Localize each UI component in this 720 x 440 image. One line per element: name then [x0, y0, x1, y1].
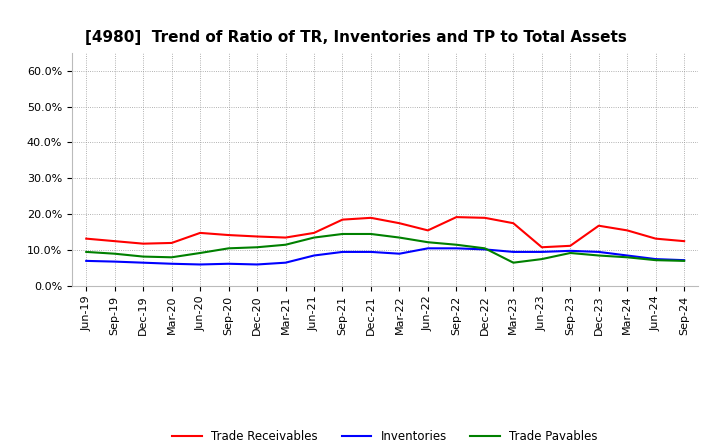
Trade Payables — [680, 258, 688, 264]
Trade Receivables — [480, 215, 489, 220]
Trade Receivables — [595, 223, 603, 228]
Trade Payables — [395, 235, 404, 240]
Trade Payables — [310, 235, 318, 240]
Inventories — [680, 257, 688, 263]
Trade Receivables — [423, 228, 432, 233]
Trade Receivables — [310, 230, 318, 235]
Text: [4980]  Trend of Ratio of TR, Inventories and TP to Total Assets: [4980] Trend of Ratio of TR, Inventories… — [84, 29, 626, 45]
Inventories — [566, 248, 575, 253]
Trade Payables — [366, 231, 375, 237]
Trade Payables — [82, 249, 91, 255]
Inventories — [537, 249, 546, 255]
Trade Receivables — [652, 236, 660, 241]
Trade Payables — [225, 246, 233, 251]
Inventories — [452, 246, 461, 251]
Inventories — [282, 260, 290, 265]
Trade Payables — [253, 245, 261, 250]
Trade Payables — [139, 254, 148, 259]
Inventories — [623, 253, 631, 258]
Inventories — [225, 261, 233, 266]
Inventories — [110, 259, 119, 264]
Trade Receivables — [282, 235, 290, 240]
Trade Receivables — [623, 228, 631, 233]
Trade Receivables — [680, 238, 688, 244]
Trade Receivables — [366, 215, 375, 220]
Inventories — [366, 249, 375, 255]
Trade Payables — [480, 246, 489, 251]
Trade Payables — [167, 255, 176, 260]
Trade Receivables — [196, 230, 204, 235]
Trade Receivables — [225, 232, 233, 238]
Inventories — [196, 262, 204, 267]
Trade Receivables — [452, 214, 461, 220]
Inventories — [652, 257, 660, 262]
Inventories — [310, 253, 318, 258]
Trade Receivables — [338, 217, 347, 222]
Inventories — [480, 247, 489, 252]
Trade Receivables — [537, 245, 546, 250]
Trade Receivables — [110, 238, 119, 244]
Inventories — [167, 261, 176, 266]
Trade Payables — [623, 255, 631, 260]
Inventories — [509, 249, 518, 255]
Inventories — [338, 249, 347, 255]
Inventories — [395, 251, 404, 257]
Trade Payables — [537, 257, 546, 262]
Trade Payables — [282, 242, 290, 247]
Line: Trade Payables: Trade Payables — [86, 234, 684, 263]
Trade Receivables — [253, 234, 261, 239]
Line: Inventories: Inventories — [86, 248, 684, 264]
Trade Receivables — [509, 220, 518, 226]
Trade Payables — [595, 253, 603, 258]
Trade Payables — [566, 250, 575, 256]
Trade Receivables — [167, 240, 176, 246]
Legend: Trade Receivables, Inventories, Trade Payables: Trade Receivables, Inventories, Trade Pa… — [168, 425, 603, 440]
Inventories — [595, 249, 603, 255]
Inventories — [82, 258, 91, 264]
Line: Trade Receivables: Trade Receivables — [86, 217, 684, 247]
Trade Payables — [509, 260, 518, 265]
Trade Payables — [338, 231, 347, 237]
Trade Payables — [110, 251, 119, 257]
Trade Receivables — [139, 241, 148, 246]
Inventories — [423, 246, 432, 251]
Trade Receivables — [395, 220, 404, 226]
Trade Payables — [652, 257, 660, 263]
Trade Payables — [452, 242, 461, 247]
Inventories — [253, 262, 261, 267]
Trade Receivables — [82, 236, 91, 241]
Trade Payables — [423, 240, 432, 245]
Trade Receivables — [566, 243, 575, 249]
Trade Payables — [196, 250, 204, 256]
Inventories — [139, 260, 148, 265]
